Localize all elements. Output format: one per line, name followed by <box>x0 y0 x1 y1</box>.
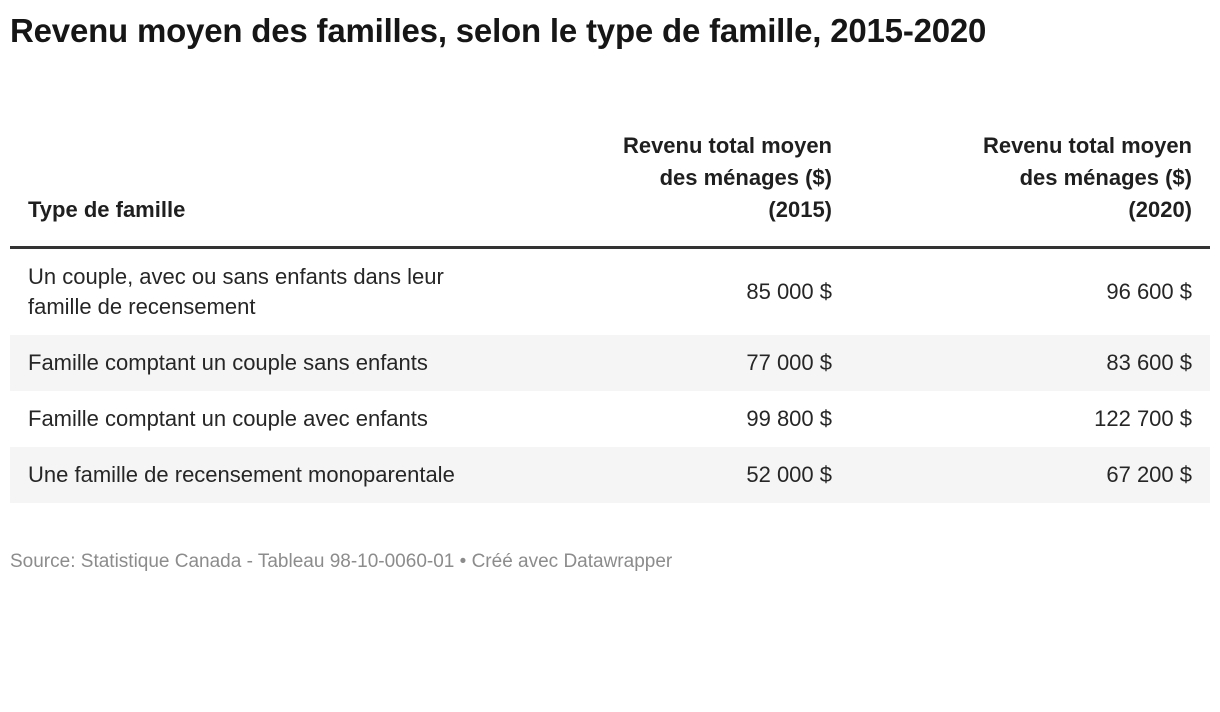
value-2015-cell: 77 000 $ <box>746 350 832 376</box>
header-row: Type de famille Revenu total moyen des m… <box>10 130 1210 248</box>
header-line: Revenu total moyen <box>982 133 1192 159</box>
datawrapper-link[interactable]: Créé avec Datawrapper <box>471 551 673 573</box>
source-label: Source: <box>10 551 76 573</box>
value-2020-cell: 67 200 $ <box>1106 462 1192 488</box>
income-table: Type de famille Revenu total moyen des m… <box>10 130 1210 504</box>
table-body: Un couple, avec ou sans enfants dans leu… <box>10 248 1210 504</box>
table-row: Une famille de recensement monoparentale… <box>10 447 1210 504</box>
separator-dot: • <box>459 551 467 573</box>
table-row: Famille comptant un couple avec enfants … <box>10 391 1210 447</box>
value-2015-cell: 99 800 $ <box>746 406 832 432</box>
column-header-2015: Revenu total moyen des ménages ($) (2015… <box>502 130 850 248</box>
value-2020-cell: 96 600 $ <box>1106 279 1192 305</box>
table-header: Type de famille Revenu total moyen des m… <box>10 130 1210 248</box>
header-line: des ménages ($) <box>659 165 832 191</box>
value-2015-cell: 85 000 $ <box>746 279 832 305</box>
header-line: (2015) <box>768 197 832 223</box>
table-row: Famille comptant un couple sans enfants … <box>10 335 1210 392</box>
header-line: des ménages ($) <box>1019 165 1192 191</box>
family-type-cell: Une famille de recensement monoparentale <box>28 462 455 488</box>
header-line: (2020) <box>1128 197 1192 223</box>
column-header-type: Type de famille <box>10 130 502 248</box>
header-line: Type de famille <box>28 197 186 223</box>
family-type-cell: Un couple, avec ou sans enfants dans leu… <box>28 264 444 320</box>
header-line: Revenu total moyen <box>622 133 832 159</box>
footer: Source: Statistique Canada - Tableau 98-… <box>10 549 1210 575</box>
family-type-cell: Famille comptant un couple avec enfants <box>28 406 428 432</box>
value-2015-cell: 52 000 $ <box>746 462 832 488</box>
value-2020-cell: 83 600 $ <box>1106 350 1192 376</box>
value-2020-cell: 122 700 $ <box>1094 406 1192 432</box>
table-row: Un couple, avec ou sans enfants dans leu… <box>10 248 1210 336</box>
family-type-cell: Famille comptant un couple sans enfants <box>28 350 428 376</box>
page-title: Revenu moyen des familles, selon le type… <box>10 12 987 49</box>
source-link[interactable]: Statistique Canada - Tableau 98-10-0060-… <box>80 551 455 573</box>
column-header-2020: Revenu total moyen des ménages ($) (2020… <box>850 130 1210 248</box>
